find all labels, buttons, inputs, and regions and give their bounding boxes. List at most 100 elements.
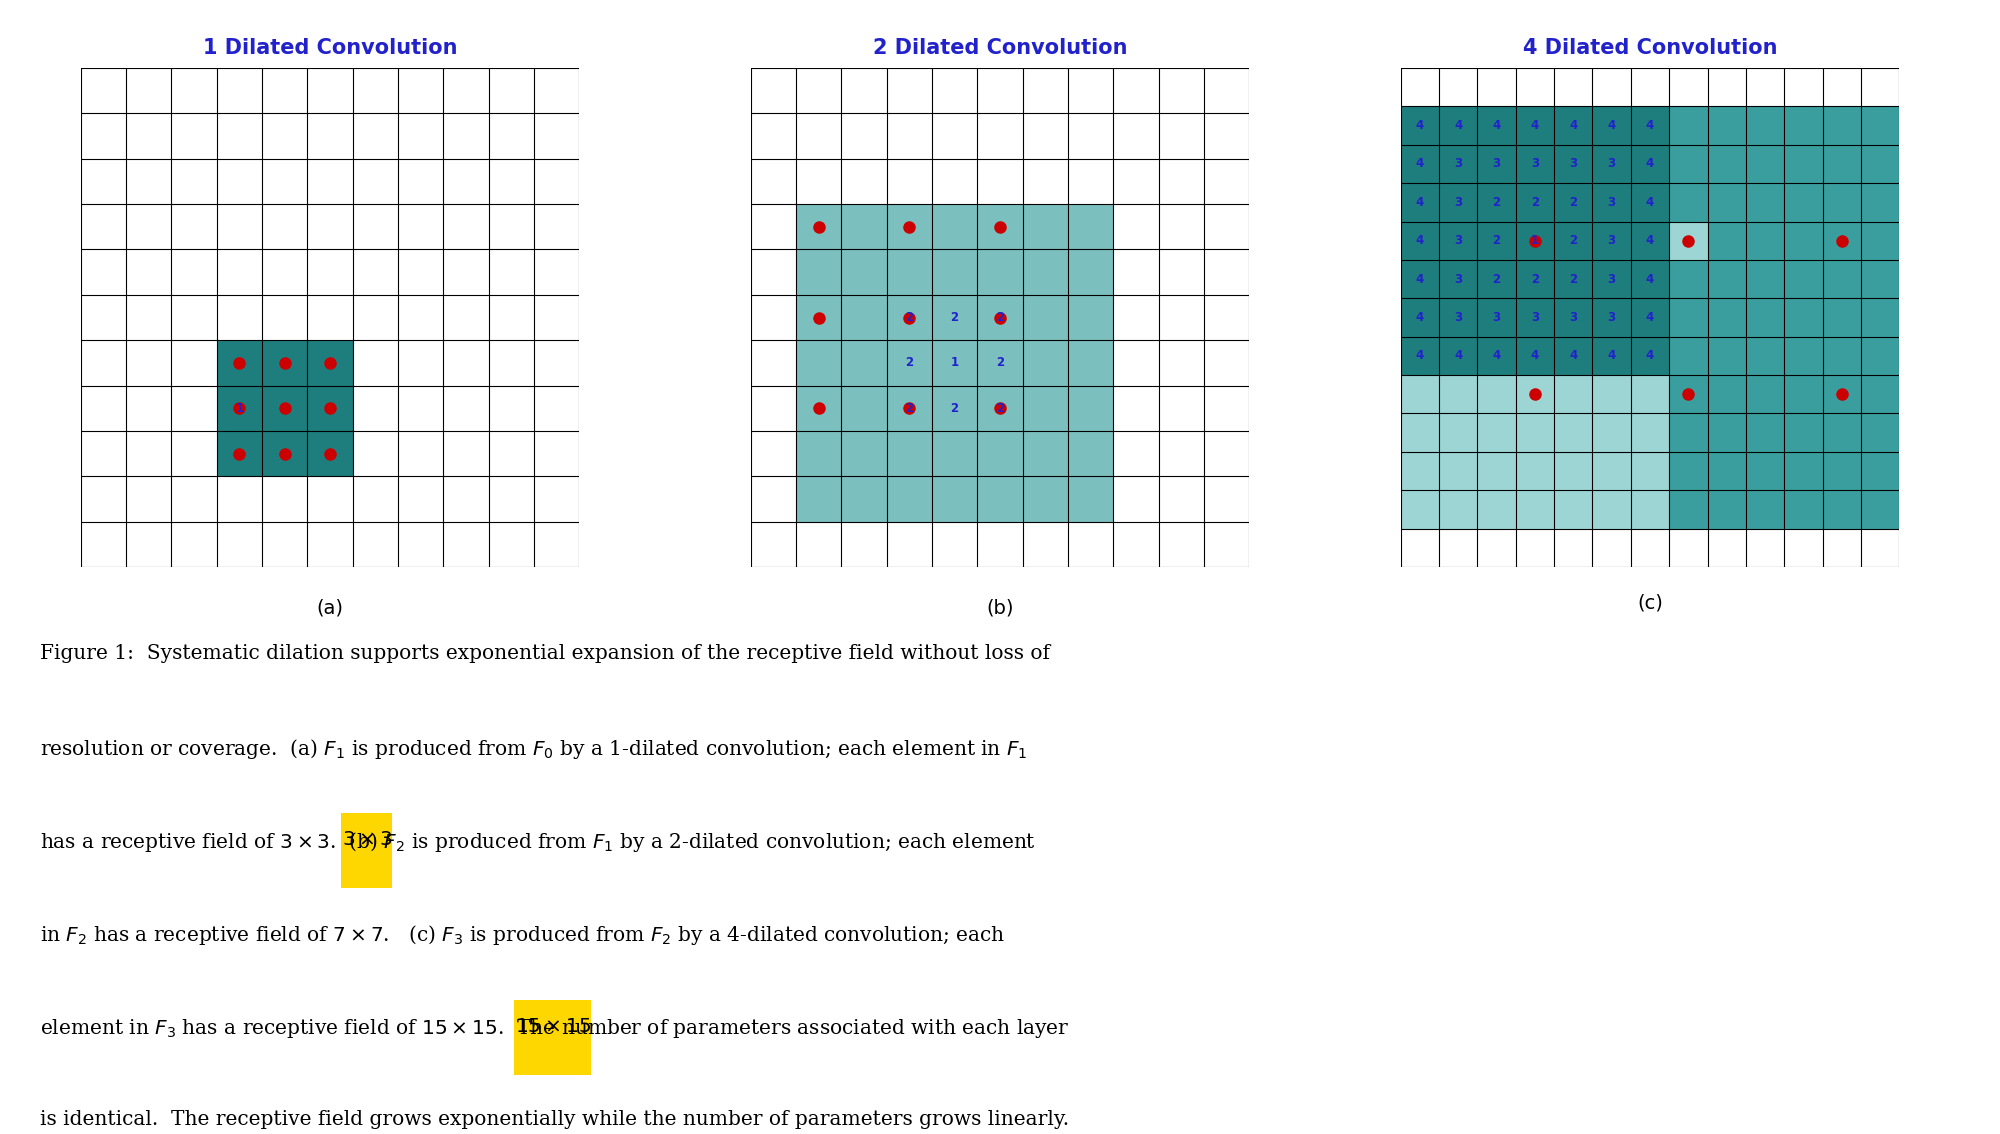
Bar: [1478, 107, 1516, 145]
Bar: [1784, 107, 1822, 145]
Text: 3: 3: [1454, 235, 1462, 247]
Bar: [1438, 107, 1478, 145]
Bar: [1708, 298, 1746, 337]
Bar: [1862, 107, 1900, 145]
Bar: [1822, 184, 1862, 221]
Bar: [1670, 184, 1708, 221]
Bar: [1746, 490, 1784, 528]
Bar: [1554, 184, 1592, 221]
Bar: [1670, 260, 1708, 298]
Bar: [1670, 451, 1708, 490]
Bar: [1022, 476, 1068, 522]
Bar: [1822, 260, 1862, 298]
Bar: [1022, 204, 1068, 249]
Bar: [1400, 221, 1438, 260]
Text: 1: 1: [1530, 235, 1538, 247]
Bar: [1822, 375, 1862, 414]
Bar: [1516, 298, 1554, 337]
Bar: [1554, 145, 1592, 184]
Bar: [932, 249, 978, 295]
Bar: [1708, 221, 1746, 260]
Bar: [1022, 386, 1068, 431]
Bar: [216, 340, 262, 386]
Bar: [1822, 337, 1862, 375]
Bar: [1438, 337, 1478, 375]
Bar: [1438, 145, 1478, 184]
Bar: [1630, 337, 1670, 375]
Bar: [1862, 184, 1900, 221]
Bar: [1784, 184, 1822, 221]
Bar: [1400, 337, 1438, 375]
Bar: [796, 340, 842, 386]
Bar: [1862, 260, 1900, 298]
Bar: [1592, 337, 1630, 375]
Bar: [1670, 107, 1708, 145]
Bar: [1630, 260, 1670, 298]
Bar: [1400, 184, 1438, 221]
Bar: [1708, 490, 1746, 528]
Bar: [1708, 298, 1746, 337]
Text: $15\times15$: $15\times15$: [516, 1017, 592, 1035]
Bar: [1554, 375, 1592, 414]
Bar: [1784, 490, 1822, 528]
Bar: [1862, 375, 1900, 414]
Text: 3: 3: [1570, 311, 1578, 324]
Bar: [1630, 298, 1670, 337]
Bar: [1670, 490, 1708, 528]
Bar: [1592, 260, 1630, 298]
Bar: [1630, 337, 1670, 375]
Bar: [842, 295, 886, 340]
Text: 4: 4: [1492, 349, 1500, 363]
Bar: [1784, 451, 1822, 490]
Bar: [1746, 375, 1784, 414]
Bar: [1592, 184, 1630, 221]
Bar: [1822, 107, 1862, 145]
Bar: [1822, 490, 1862, 528]
Text: 4: 4: [1646, 272, 1654, 286]
Bar: [1822, 107, 1862, 145]
Bar: [1068, 249, 1114, 295]
Bar: [978, 431, 1022, 476]
Bar: [1822, 414, 1862, 451]
Bar: [1862, 184, 1900, 221]
Bar: [1784, 221, 1822, 260]
Text: 4: 4: [1416, 158, 1424, 170]
Bar: [1592, 375, 1630, 414]
Bar: [1862, 260, 1900, 298]
Bar: [1822, 298, 1862, 337]
Bar: [1516, 337, 1554, 375]
Bar: [1516, 375, 1554, 414]
Bar: [1670, 375, 1708, 414]
Bar: [1822, 337, 1862, 375]
Text: 2: 2: [1570, 235, 1578, 247]
Bar: [796, 249, 842, 295]
Bar: [932, 295, 978, 340]
Bar: [1670, 145, 1708, 184]
Bar: [1516, 260, 1554, 298]
Bar: [1554, 490, 1592, 528]
Text: 4: 4: [1646, 196, 1654, 209]
Bar: [1784, 337, 1822, 375]
Bar: [1784, 107, 1822, 145]
Bar: [1822, 451, 1862, 490]
Bar: [1822, 260, 1862, 298]
Bar: [1068, 476, 1114, 522]
Title: 4 Dilated Convolution: 4 Dilated Convolution: [1522, 39, 1778, 58]
Bar: [1478, 298, 1516, 337]
Text: 3: 3: [1530, 311, 1538, 324]
Text: 4: 4: [1530, 349, 1538, 363]
Bar: [1438, 184, 1478, 221]
Bar: [1708, 414, 1746, 451]
Text: 2: 2: [950, 401, 958, 415]
Text: 4: 4: [1646, 311, 1654, 324]
Bar: [1784, 414, 1822, 451]
Bar: [1592, 298, 1630, 337]
Bar: [1708, 260, 1746, 298]
Bar: [1746, 260, 1784, 298]
Bar: [1592, 260, 1630, 298]
Bar: [216, 431, 262, 476]
Bar: [978, 386, 1022, 431]
Bar: [842, 204, 886, 249]
Bar: [1478, 337, 1516, 375]
Bar: [1862, 490, 1900, 528]
